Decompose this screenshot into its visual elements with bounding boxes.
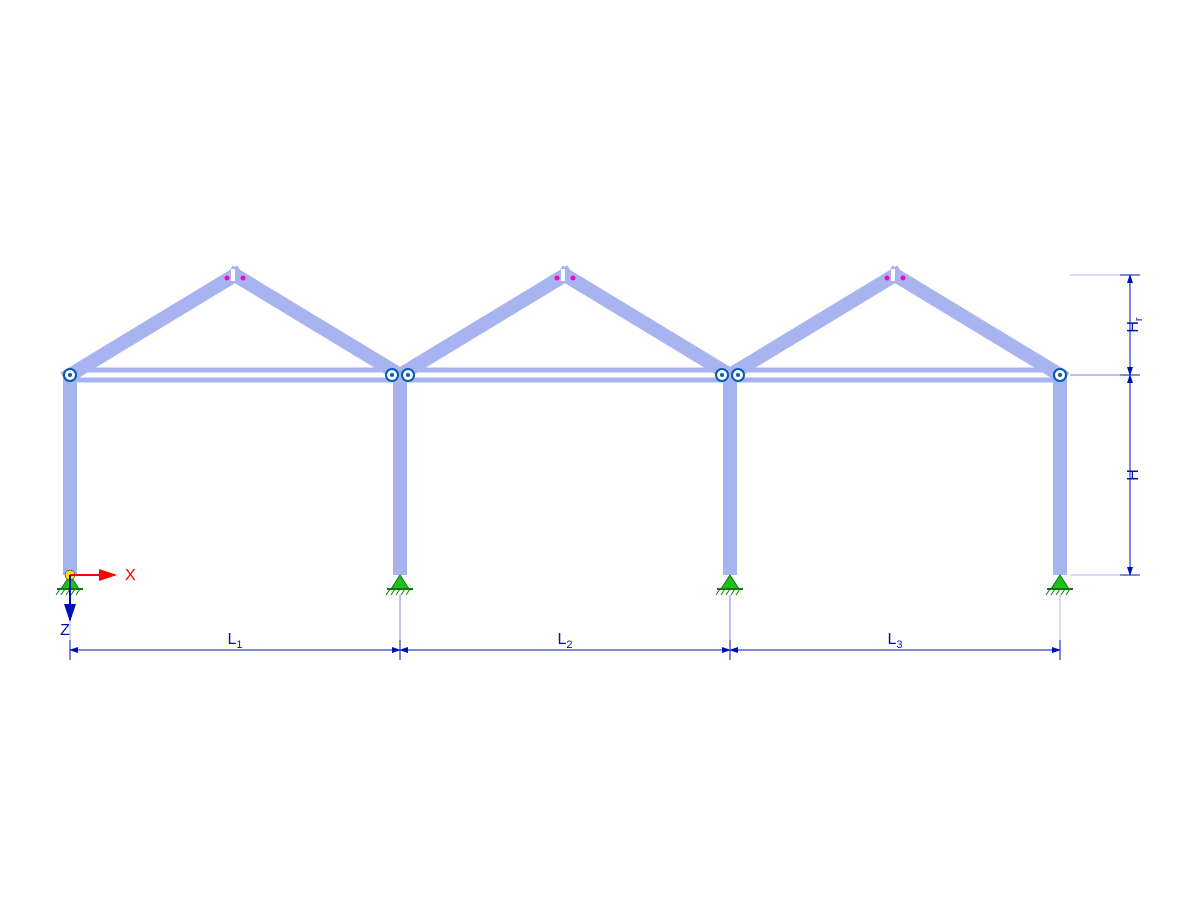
- dim-H: H: [1070, 375, 1142, 575]
- dim-Hr-label: Hr: [1125, 317, 1145, 333]
- dim-H-label: H: [1125, 469, 1142, 481]
- hinge-joint-4: [1054, 369, 1066, 381]
- dim-L1-label: L1: [227, 631, 242, 651]
- hinge-joint-1: [64, 369, 76, 381]
- support-4: [1046, 575, 1073, 595]
- dim-L3-label: L3: [887, 631, 902, 651]
- rafter-right-bay-1: [235, 275, 400, 375]
- structural-diagram: X Z L1 L2 L3 H Hr: [0, 0, 1200, 900]
- dim-L2-label: L2: [557, 631, 572, 651]
- rafter-left-bay-1: [70, 275, 235, 375]
- rafter-left-bay-2: [400, 275, 565, 375]
- rafter-right-bay-2: [565, 275, 730, 375]
- dim-L3: L3: [730, 595, 1060, 660]
- axis-z-label: Z: [60, 622, 70, 639]
- support-3: [716, 575, 743, 595]
- rafter-right-bay-3: [895, 275, 1060, 375]
- dim-L1: L1: [70, 595, 400, 660]
- axis-x-label: X: [125, 567, 136, 584]
- rafter-left-bay-3: [730, 275, 895, 375]
- dim-Hr: Hr: [1070, 275, 1145, 375]
- support-2: [386, 575, 413, 595]
- dim-L2: L2: [400, 595, 730, 660]
